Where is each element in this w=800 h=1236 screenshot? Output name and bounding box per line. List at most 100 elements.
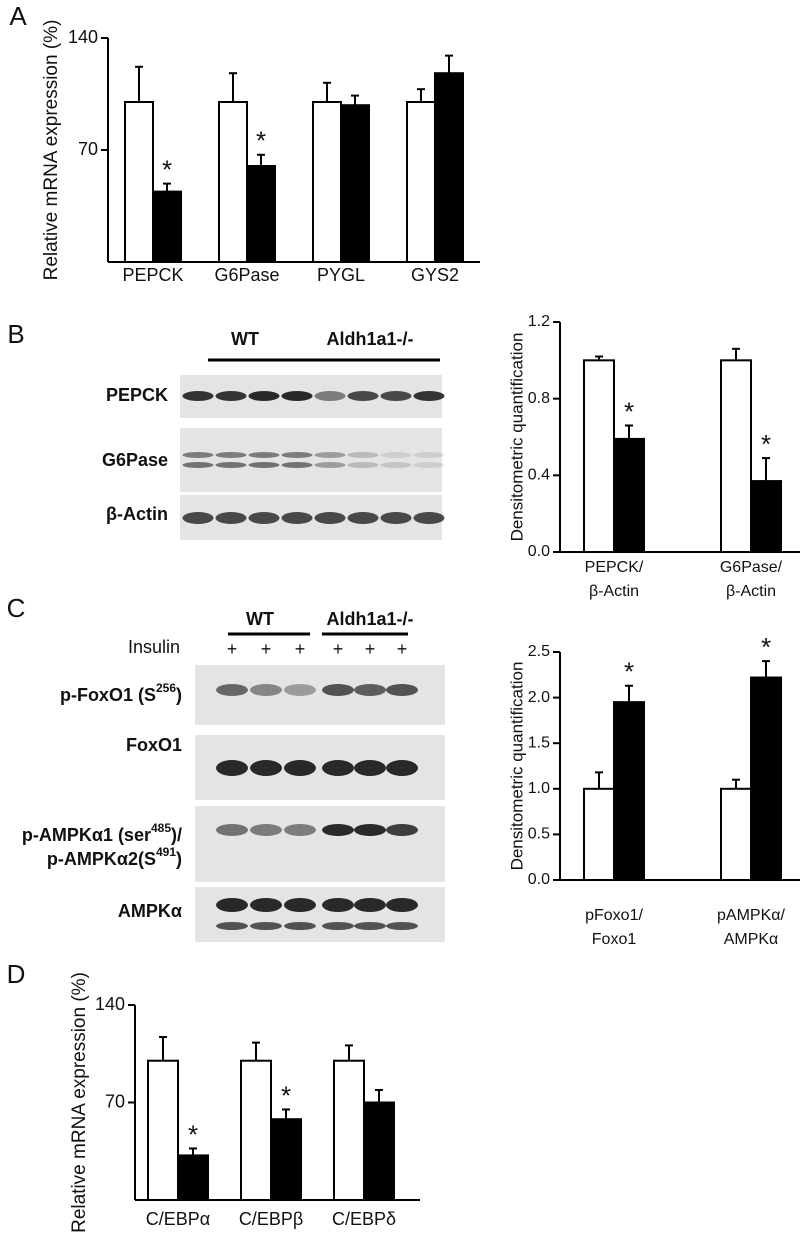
significance-star: * <box>281 1080 291 1110</box>
treatment-mark: + <box>261 639 272 659</box>
blot-band <box>347 512 379 524</box>
x-tick-label: C/EBPα <box>146 1209 210 1229</box>
y-tick-label: 0.5 <box>528 826 550 843</box>
group-label: Aldh1a1-/- <box>326 609 413 629</box>
blot-band <box>380 512 412 524</box>
row-label: β-Actin <box>106 504 168 524</box>
blot-band <box>354 922 386 930</box>
x-tick-label: GYS2 <box>411 265 459 285</box>
blot-band <box>248 512 280 524</box>
panel-letter: D <box>7 959 26 989</box>
row-label: FoxO1 <box>126 735 182 755</box>
blot-band <box>322 760 354 776</box>
panel-letter: B <box>7 319 24 349</box>
label-part: )/ <box>171 825 182 845</box>
blot-band <box>380 462 412 468</box>
y-tick-label: 140 <box>95 994 125 1014</box>
blot-band <box>215 452 247 458</box>
blot-band <box>281 462 313 468</box>
bar <box>218 101 248 263</box>
bar <box>333 1059 365 1201</box>
x-tick-label: G6Pase/ <box>720 559 783 576</box>
x-tick-label: PEPCK <box>122 265 183 285</box>
blot-band <box>250 760 282 776</box>
label-part: p-FoxO1 (S <box>60 685 156 705</box>
panel-letter: C <box>7 593 26 623</box>
blot-band <box>314 462 346 468</box>
x-tick-label: G6Pase <box>214 265 279 285</box>
group-label: WT <box>231 329 259 349</box>
bar <box>270 1118 302 1201</box>
blot-band <box>215 462 247 468</box>
blot-strip <box>180 428 442 492</box>
blot-band <box>216 898 248 912</box>
blot-band <box>386 760 418 776</box>
y-tick-label: 0.8 <box>528 390 550 407</box>
x-tick-label: C/EBPβ <box>239 1209 303 1229</box>
blot-band <box>380 452 412 458</box>
y-axis-label: Densitometric quantification <box>507 662 526 871</box>
blot-band <box>413 462 445 468</box>
blot-band <box>216 922 248 930</box>
treatment-mark: + <box>295 639 306 659</box>
blot-band <box>182 452 214 458</box>
treatment-mark: + <box>227 639 238 659</box>
label-part: FoxO1 <box>126 735 182 755</box>
x-tick-label: PEPCK/ <box>585 559 644 576</box>
blot-band <box>347 391 379 401</box>
bar <box>147 1059 179 1201</box>
blot-band <box>250 922 282 930</box>
blot-band <box>281 512 313 524</box>
label-part: p-AMPKα2(S <box>47 849 156 869</box>
blot-band <box>354 898 386 912</box>
x-tick-label: β-Actin <box>726 583 776 600</box>
y-tick-label: 0.0 <box>528 543 550 560</box>
label-part: ) <box>176 849 182 869</box>
significance-star: * <box>761 429 771 459</box>
blot-band <box>322 922 354 930</box>
blot-band <box>216 760 248 776</box>
y-tick-label: 70 <box>78 139 98 159</box>
treatment-mark: + <box>365 639 376 659</box>
row-label: p-FoxO1 (S256) <box>60 681 182 705</box>
x-tick-label: AMPKα <box>724 931 779 948</box>
row-label: G6Pase <box>102 450 168 470</box>
y-tick-label: 70 <box>105 1091 125 1111</box>
blot-band <box>386 922 418 930</box>
superscript: 491 <box>156 845 176 859</box>
bar <box>750 676 782 882</box>
blot-band <box>380 391 412 401</box>
group-label: WT <box>246 609 274 629</box>
treatment-mark: + <box>333 639 344 659</box>
blot-band <box>413 391 445 401</box>
blot-band <box>250 684 282 696</box>
superscript: 256 <box>156 681 176 695</box>
y-tick-label: 1.5 <box>528 734 550 751</box>
y-tick-label: 2.5 <box>528 643 550 660</box>
significance-star: * <box>256 126 266 156</box>
y-axis-label: Relative mRNA expression (%) <box>69 972 90 1233</box>
y-tick-label: 140 <box>68 27 98 47</box>
y-tick-label: 1.0 <box>528 780 550 797</box>
blot-band <box>182 512 214 524</box>
blot-band <box>284 922 316 930</box>
y-tick-label: 0.0 <box>528 871 550 888</box>
blot-band <box>354 684 386 696</box>
blot-band <box>413 452 445 458</box>
y-tick-label: 0.4 <box>528 467 550 484</box>
blot-band <box>347 452 379 458</box>
y-tick-label: 2.0 <box>528 689 550 706</box>
bar <box>152 190 182 264</box>
treatment-mark: + <box>397 639 408 659</box>
blot-band <box>248 452 280 458</box>
x-tick-label: C/EBPδ <box>332 1209 396 1229</box>
blot-band <box>215 391 247 401</box>
bar <box>613 437 645 553</box>
blot-band <box>250 898 282 912</box>
blot-band <box>215 512 247 524</box>
bar <box>124 101 154 263</box>
blot-band <box>284 684 316 696</box>
bar <box>363 1101 395 1201</box>
row-label: AMPKα <box>118 901 182 921</box>
